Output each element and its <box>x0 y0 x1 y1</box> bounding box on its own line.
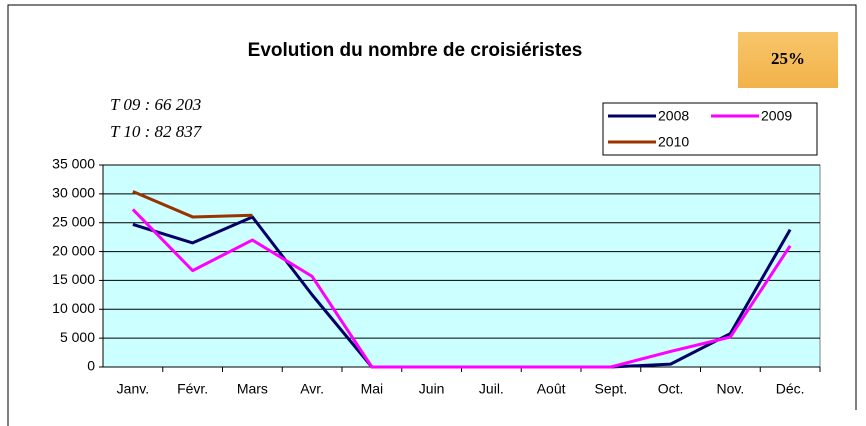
plot-area <box>102 164 821 368</box>
frame <box>7 4 857 426</box>
y-tick-label: 0 <box>87 358 95 374</box>
x-tick-label: Sept. <box>595 381 628 397</box>
legend-label: 2008 <box>658 108 689 124</box>
chart-title: Evolution du nombre de croisiéristes <box>248 40 583 61</box>
x-tick-label: Juin <box>419 381 445 397</box>
y-tick-label: 10 000 <box>52 300 95 316</box>
series-line <box>131 208 792 369</box>
x-tick-label: Déc. <box>776 381 805 397</box>
x-tick-label: Avr. <box>300 381 324 397</box>
y-tick-label: 25 000 <box>52 213 95 229</box>
y-tick-label: 15 000 <box>52 271 95 287</box>
x-tick-label: Oct. <box>658 381 684 397</box>
y-tick-label: 35 000 <box>52 156 95 172</box>
y-tick-label: 30 000 <box>52 185 95 201</box>
x-tick-label: Août <box>537 381 566 397</box>
annotation: T 10 : 82 837 <box>110 122 203 141</box>
annotation: T 09 : 66 203 <box>110 95 201 114</box>
series-line <box>132 190 253 219</box>
x-tick-label: Janv. <box>117 381 149 397</box>
y-tick-label: 5 000 <box>60 329 95 345</box>
legend-label: 2009 <box>761 108 792 124</box>
badge-box <box>738 32 838 88</box>
x-tick-label: Juil. <box>479 381 504 397</box>
x-tick-label: Mars <box>237 381 268 397</box>
legend-box <box>602 102 818 156</box>
legend-label: 2010 <box>658 134 689 150</box>
x-tick-label: Nov. <box>717 381 745 397</box>
x-tick-label: Févr. <box>177 381 208 397</box>
x-tick-label: Mai <box>361 381 384 397</box>
y-tick-label: 20 000 <box>52 242 95 258</box>
badge: 25% <box>771 49 805 68</box>
